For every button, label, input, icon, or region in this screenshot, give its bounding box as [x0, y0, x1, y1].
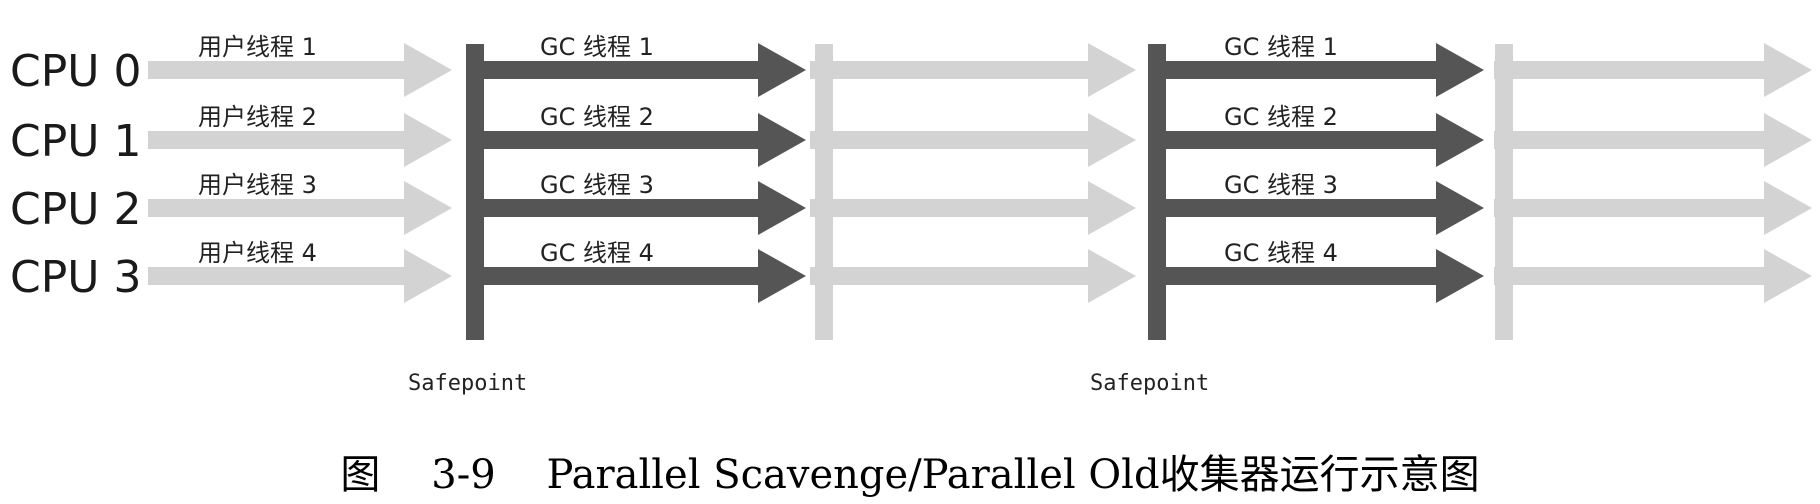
safepoint-label: Safepoint [1090, 371, 1209, 396]
user-thread-arrow [1494, 43, 1812, 97]
gc-thread-arrow [1152, 43, 1484, 97]
gc-thread-label: GC 线程 1 [1224, 33, 1338, 61]
gc-thread-arrow [468, 181, 806, 235]
user-thread-arrow [810, 113, 1136, 167]
safepoint-bar [1148, 44, 1166, 340]
user-thread-label: 用户线程 1 [198, 33, 317, 61]
gc-thread-arrow [468, 113, 806, 167]
user-thread-arrow [148, 181, 452, 235]
safepoint-label: Safepoint [408, 371, 527, 396]
gc-thread-label: GC 线程 2 [1224, 103, 1338, 131]
safepoint-bar [466, 44, 484, 340]
cpu-label: CPU 1 [10, 116, 141, 167]
user-thread-arrow [148, 113, 452, 167]
gc-thread-arrow [1152, 113, 1484, 167]
resume-bar [1495, 44, 1513, 340]
user-thread-arrow [1494, 181, 1812, 235]
user-thread-label: 用户线程 3 [198, 171, 317, 199]
user-thread-arrow [810, 249, 1136, 303]
user-thread-label: 用户线程 2 [198, 103, 317, 131]
gc-thread-label: GC 线程 4 [540, 239, 654, 267]
user-thread-arrow [810, 43, 1136, 97]
user-thread-arrow [148, 43, 452, 97]
gc-thread-arrow [468, 43, 806, 97]
user-thread-arrow [1494, 113, 1812, 167]
user-thread-arrow [810, 181, 1136, 235]
cpu-label: CPU 0 [10, 46, 141, 97]
gc-thread-label: GC 线程 3 [540, 171, 654, 199]
resume-bar [815, 44, 833, 340]
cpu-label: CPU 2 [10, 184, 141, 235]
cpu-label: CPU 3 [10, 252, 141, 303]
gc-thread-arrow [468, 249, 806, 303]
gc-thread-label: GC 线程 1 [540, 33, 654, 61]
parallel-gc-diagram: CPU 0 CPU 1 CPU 2 CPU 3 用户线程 1 用户线程 2 用户线程 3 用户… [10, 33, 1812, 396]
user-thread-arrow [1494, 249, 1812, 303]
gc-thread-label: GC 线程 4 [1224, 239, 1338, 267]
gc-thread-label: GC 线程 2 [540, 103, 654, 131]
user-thread-label: 用户线程 4 [198, 239, 317, 267]
gc-thread-label: GC 线程 3 [1224, 171, 1338, 199]
gc-thread-arrow [1152, 181, 1484, 235]
figure-caption: 图 3-9 Parallel Scavenge/Parallel Old收集器运… [340, 452, 1480, 498]
user-thread-arrow [148, 249, 452, 303]
gc-thread-arrow [1152, 249, 1484, 303]
